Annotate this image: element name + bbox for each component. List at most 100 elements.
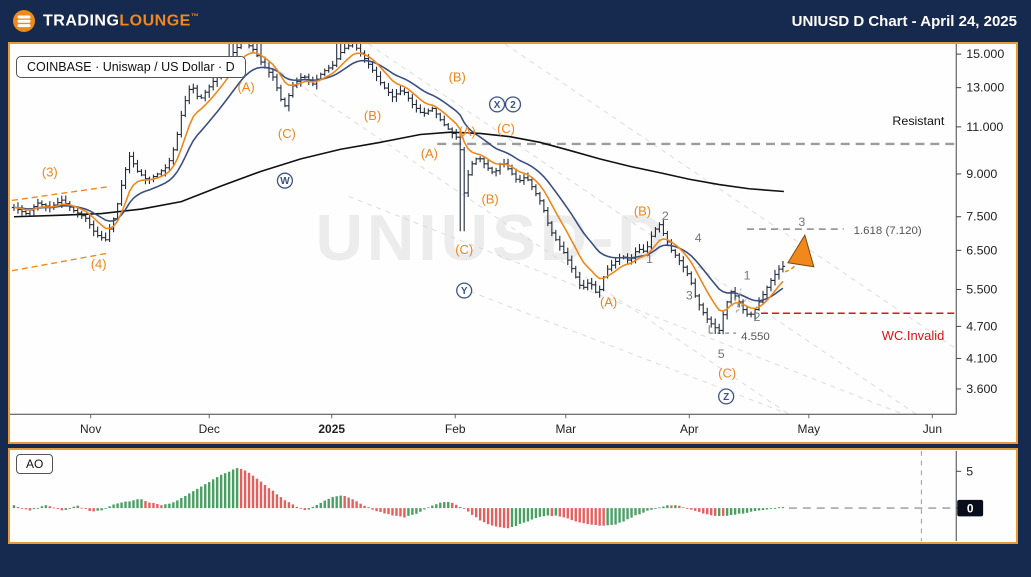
ao-bar [650, 508, 653, 510]
ao-bar [451, 502, 454, 509]
ao-bar [379, 508, 382, 512]
ao-bar [769, 508, 773, 509]
wave-label-orange: (A) [237, 80, 254, 95]
x-tick-label: Apr [680, 422, 699, 436]
wave-label-orange: (C) [497, 121, 515, 136]
ao-bar [235, 468, 239, 509]
ao-indicator-label[interactable]: AO [16, 454, 54, 474]
ao-bar [307, 508, 311, 510]
x-tick-label: Jun [923, 422, 942, 436]
channel-line [368, 44, 917, 415]
ao-bar [486, 508, 490, 525]
ao-bar [570, 508, 573, 521]
ao-bar [188, 493, 191, 509]
ao-bar [741, 508, 745, 514]
ao-bar [773, 508, 777, 509]
ao-bar [359, 503, 362, 509]
ao-bar [211, 479, 215, 509]
ao-bar [311, 506, 314, 509]
wave-label-orange: (C) [718, 366, 736, 381]
ao-bar [16, 507, 20, 509]
ao-bar [152, 502, 155, 509]
ao-bar [12, 505, 16, 509]
ao-bar [391, 508, 394, 516]
x-tick-label: May [798, 422, 821, 436]
ao-bar [630, 508, 633, 518]
ao-bar [518, 508, 522, 524]
y-tick-label: 15.000 [966, 47, 1004, 61]
ao-bar [156, 504, 159, 509]
ao-bar [24, 508, 28, 510]
ao-bar [40, 506, 44, 509]
ao-bar [419, 508, 422, 512]
y-tick-label: 4.700 [966, 319, 997, 333]
ao-bar [757, 508, 761, 511]
ao-bar [231, 469, 235, 509]
wave-label-gray: 3 [686, 288, 693, 302]
ao-bar [215, 477, 219, 509]
ema-slow-line [13, 59, 784, 302]
wave-label-orange: (A) [600, 294, 617, 309]
wave-label-gray: 5 [718, 347, 725, 361]
ao-bar [443, 502, 446, 509]
ao-bar [729, 508, 733, 516]
ao-bar [363, 505, 366, 509]
ao-bar [275, 494, 279, 509]
ao-bar [586, 508, 589, 525]
ao-bar [614, 508, 617, 525]
ao-bar [714, 508, 717, 516]
ao-bar [204, 484, 207, 509]
ao-bar [160, 505, 163, 509]
ao-bar [610, 508, 613, 525]
ao-bar [52, 507, 56, 509]
ao-bar [291, 504, 295, 509]
ao-bar [737, 508, 741, 514]
ao-bar [355, 501, 358, 509]
ao-bar [399, 508, 402, 517]
ao-bar [407, 508, 410, 516]
ao-bar [116, 503, 119, 509]
resistant-label: Resistant [892, 114, 944, 128]
ao-bar [239, 468, 243, 509]
wave-circle [488, 96, 506, 113]
ao-bar [415, 508, 418, 514]
wave-label-gray: 1 [744, 269, 751, 283]
y-tick-label: 3.600 [966, 382, 997, 396]
ao-bar [558, 508, 562, 517]
ao-bar [64, 508, 67, 510]
ao-bar [263, 484, 267, 509]
brand-name-first: TRADING [43, 12, 120, 30]
ao-bar [490, 508, 494, 526]
ao-chart-canvas[interactable]: 50 [10, 450, 1016, 542]
ao-bar [710, 508, 713, 516]
ao-bar [176, 500, 179, 509]
ao-bar [259, 481, 263, 509]
wave-circle [718, 388, 735, 405]
x-tick-label: Mar [556, 422, 577, 436]
wave-label-gray: 4 [695, 231, 702, 245]
invalidation-label: WC.Invalid [882, 328, 945, 343]
ao-bar [514, 508, 518, 526]
ao-bar [36, 508, 40, 509]
ao-bar [626, 508, 629, 520]
ao-bar [375, 508, 378, 512]
ao-bar [482, 508, 486, 523]
ao-bar [283, 500, 287, 509]
wave-label-orange: (B) [449, 70, 466, 85]
channel-line [238, 44, 790, 415]
ao-bar [180, 497, 183, 509]
ao-bar [781, 507, 785, 509]
ao-bar [439, 502, 442, 509]
channel-line [469, 291, 790, 415]
ao-bar [598, 508, 601, 526]
ao-bar [200, 486, 203, 509]
swing-low-label: 4.550 [741, 331, 770, 343]
ao-bar [196, 488, 199, 509]
symbol-legend[interactable]: COINBASE · Uniswap / US Dollar · D [16, 56, 246, 78]
ao-bar [606, 508, 609, 526]
ao-bar [28, 508, 32, 511]
wave-label-circled: X [494, 100, 501, 111]
ao-bar [702, 508, 705, 514]
ao-bar [371, 508, 374, 510]
